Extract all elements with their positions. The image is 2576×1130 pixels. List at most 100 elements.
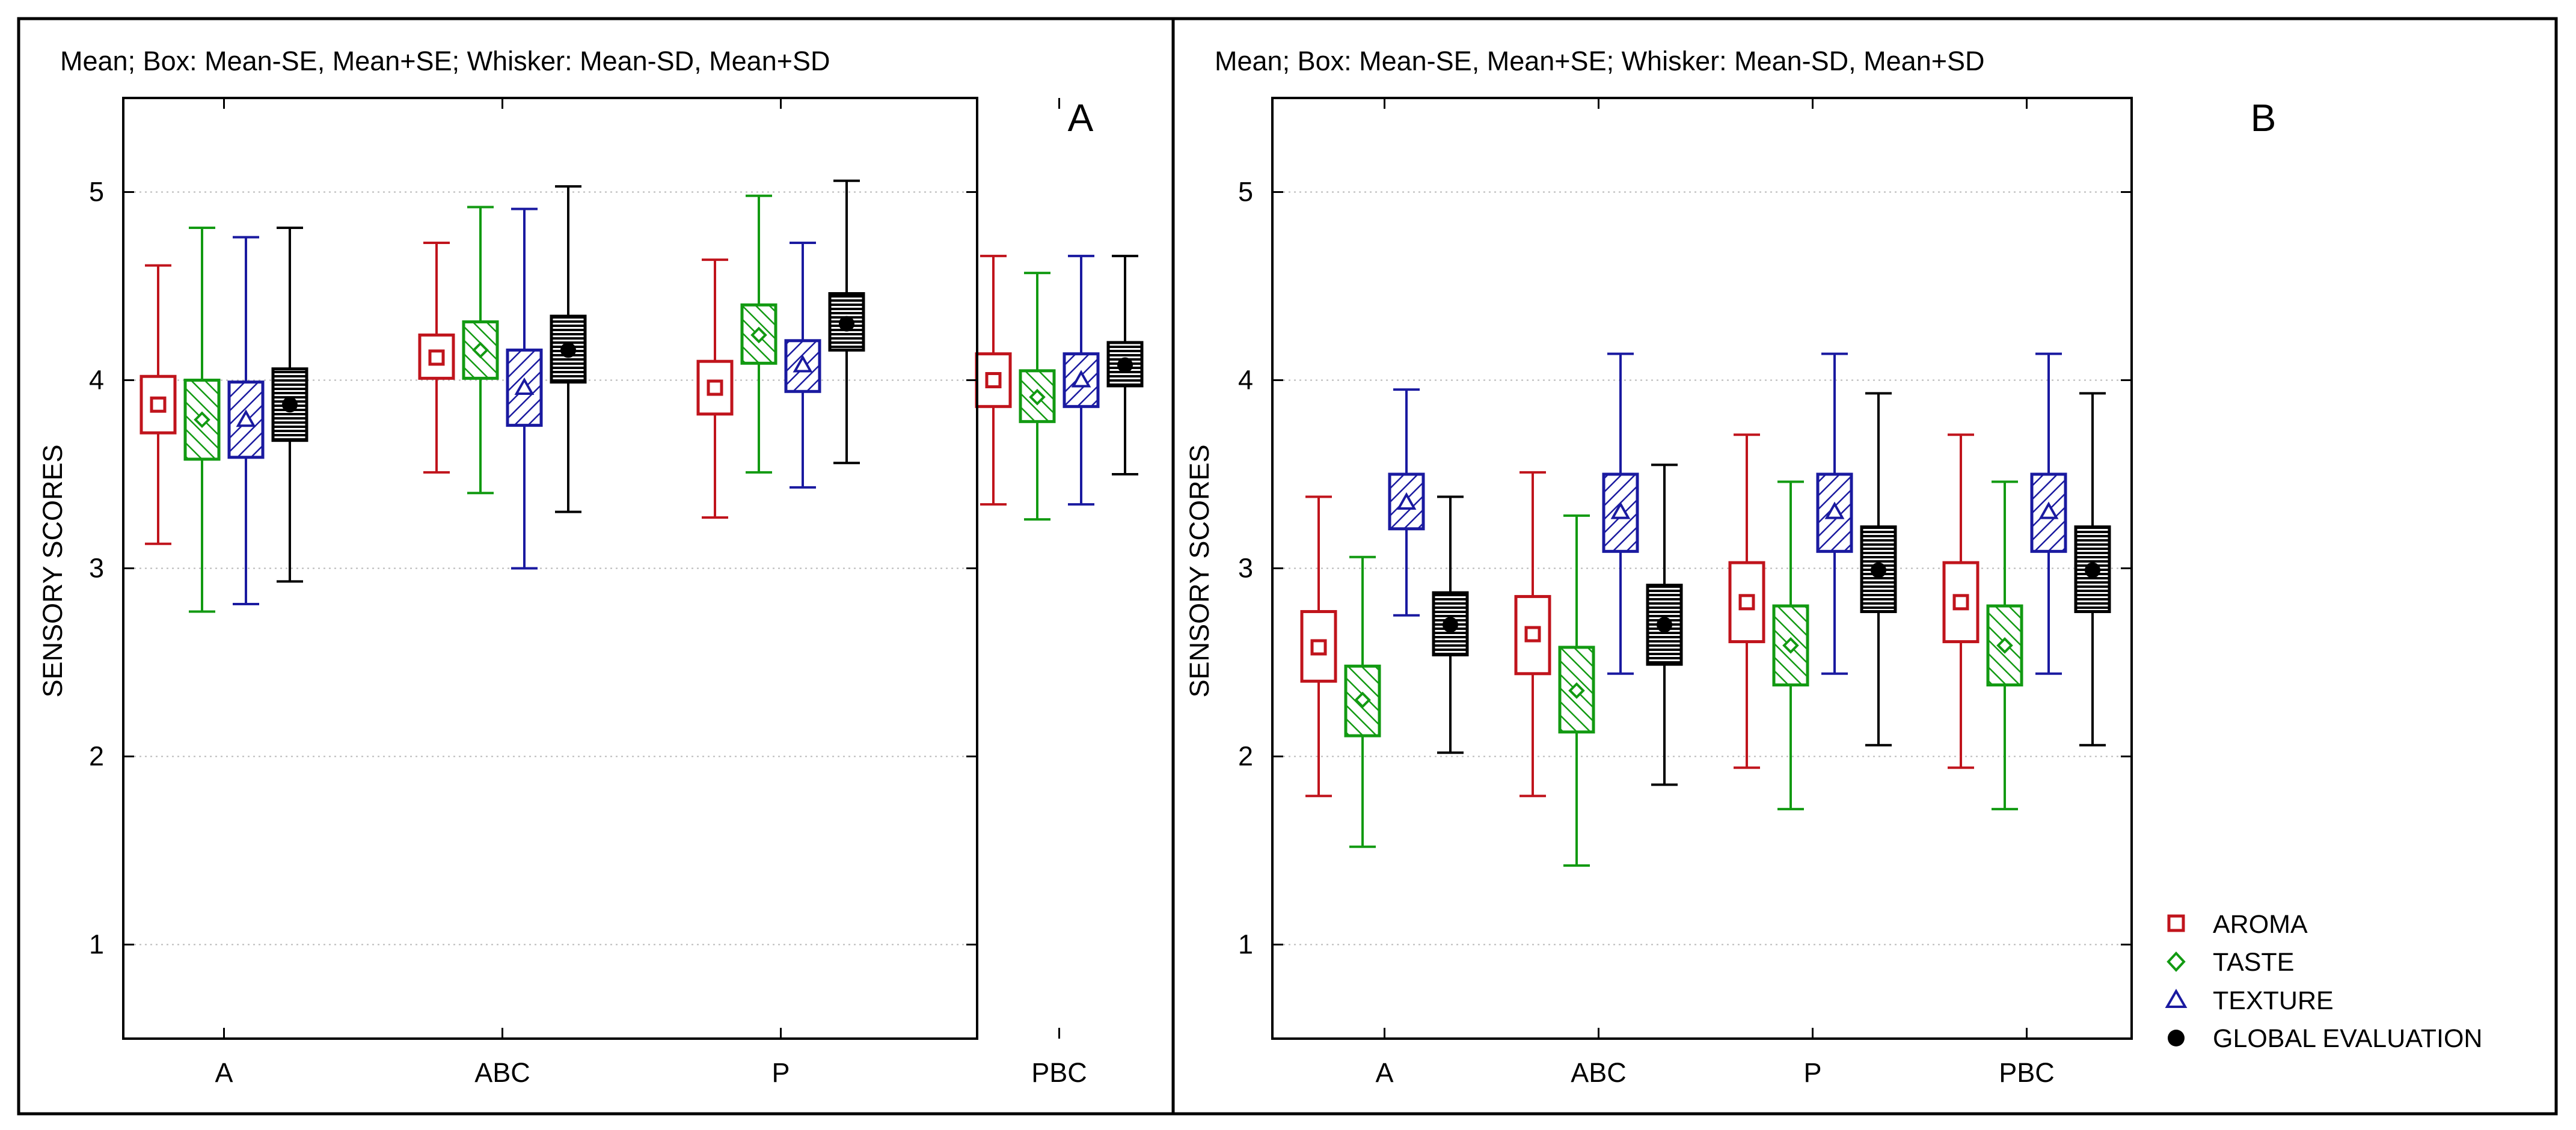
mean-marker	[1443, 617, 1458, 633]
panel-a-box-texture-p	[784, 242, 821, 489]
legend-label-taste: TASTE	[2213, 948, 2294, 977]
panel-a-box-aroma-a	[140, 264, 177, 545]
mean-marker	[1782, 637, 1799, 654]
panel-a-box-aroma-p	[696, 258, 734, 519]
mean-marker	[428, 349, 445, 366]
mean-marker	[839, 316, 854, 332]
panel-b-label: B	[2251, 96, 2277, 139]
mean-marker	[282, 397, 298, 413]
legend-item-taste: TASTE	[2167, 948, 2294, 977]
panel-b-box-taste-pbc	[1986, 480, 2023, 811]
panel-b-y-tick-label: 2	[1238, 741, 1253, 772]
panel-a-x-tick-label: A	[215, 1057, 233, 1088]
panel-b-box-texture-p	[1816, 352, 1853, 675]
panel-a-y-axis-title: SENSORY SCORES	[37, 445, 68, 698]
box	[227, 380, 265, 459]
box	[1300, 609, 1337, 683]
panel-a-x-tick-label: PBC	[1031, 1057, 1087, 1088]
diamond-icon	[2167, 951, 2186, 972]
panel-a-y-tick-label: 2	[89, 741, 104, 772]
panel-a-box-texture-abc	[506, 207, 543, 570]
panel-b-box-aroma-abc	[1514, 471, 1551, 798]
panel-a-box-taste-a	[183, 226, 221, 613]
panel-b-x-tick-label: A	[1375, 1057, 1393, 1088]
mean-marker	[1524, 626, 1541, 643]
legend: AROMA TASTE TEXTURE GLOBAL EVALUATION	[2165, 910, 2482, 1053]
legend-item-aroma: AROMA	[2167, 910, 2308, 939]
panel-a-label: A	[1068, 96, 1094, 139]
square-icon	[2167, 914, 2185, 932]
panel-b: Mean; Box: Mean-SE, Mean+SE; Whisker: Me…	[1184, 46, 2276, 1088]
panel-b-box-taste-p	[1772, 480, 1809, 811]
panel-b-y-tick-label: 4	[1238, 365, 1253, 396]
panel-b-box-global-p	[1860, 392, 1897, 747]
mean-marker	[236, 409, 256, 427]
panel-b-box-texture-pbc	[2030, 352, 2067, 675]
panel-b-y-tick-label: 5	[1238, 177, 1253, 207]
panel-b-box-texture-a	[1388, 388, 1425, 617]
mean-marker	[150, 396, 167, 413]
legend-item-texture: TEXTURE	[2165, 986, 2334, 1015]
panel-a-box-global-abc	[550, 185, 587, 513]
mean-marker	[1310, 639, 1327, 656]
mean-marker	[1871, 562, 1886, 578]
legend-label-texture: TEXTURE	[2213, 986, 2334, 1015]
mean-marker	[472, 341, 489, 359]
mean-marker	[1568, 682, 1585, 699]
panel-a-frame	[17, 17, 1175, 1116]
box	[1602, 472, 1639, 553]
legend-item-global-evaluation: GLOBAL EVALUATION	[2168, 1024, 2482, 1053]
panel-b-y-axis-title: SENSORY SCORES	[1184, 445, 1215, 698]
panel-b-x-tick-label: PBC	[1999, 1057, 2055, 1088]
panel-b-box-texture-abc	[1602, 352, 1639, 675]
mean-marker	[2038, 501, 2059, 519]
mean-marker	[514, 377, 535, 396]
box	[506, 348, 543, 427]
mean-marker	[1952, 594, 1969, 611]
panel-b-box-global-a	[1432, 495, 1469, 754]
panel-a-y-tick-label: 1	[89, 929, 104, 960]
mean-marker	[194, 411, 210, 429]
panel-b-box-global-abc	[1646, 463, 1683, 786]
mean-marker	[793, 355, 813, 373]
panel-b-x-tick-label: P	[1803, 1057, 1821, 1088]
panel-b-box-aroma-p	[1728, 433, 1765, 769]
filled-circle-icon	[2168, 1030, 2185, 1046]
panel-a-box-global-a	[271, 226, 308, 583]
panel-b-plot-frame	[1271, 97, 2133, 1040]
mean-marker	[985, 372, 1002, 388]
panel-a-box-texture-pbc	[1063, 254, 1100, 506]
panel-b-x-tick-label: ABC	[1571, 1057, 1627, 1088]
panel-b-title: Mean; Box: Mean-SE, Mean+SE; Whisker: Me…	[1215, 46, 1985, 76]
mean-marker	[1117, 357, 1133, 373]
mean-marker	[1610, 501, 1631, 519]
mean-marker	[1996, 637, 2013, 654]
mean-marker	[1738, 594, 1755, 611]
panel-a-title: Mean; Box: Mean-SE, Mean+SE; Whisker: Me…	[60, 46, 830, 76]
panel-a-box-global-p	[828, 179, 865, 465]
panel-b-box-global-pbc	[2074, 392, 2111, 747]
mean-marker	[1657, 617, 1672, 633]
mean-marker	[1354, 691, 1371, 709]
panel-a-y-tick-label: 5	[89, 177, 104, 207]
panel-a: Mean; Box: Mean-SE, Mean+SE; Whisker: Me…	[37, 46, 1144, 1088]
panel-a-box-aroma-abc	[418, 242, 455, 474]
triangle-icon	[2165, 988, 2188, 1008]
mean-marker	[2085, 562, 2100, 578]
panel-b-frame	[1171, 17, 2558, 1116]
mean-marker	[1071, 370, 1091, 388]
box	[1514, 594, 1551, 676]
mean-marker	[707, 379, 723, 396]
mean-marker	[1029, 388, 1046, 406]
panel-b-box-aroma-pbc	[1942, 433, 1980, 769]
panel-a-y-tick-label: 3	[89, 553, 104, 584]
panel-a-box-texture-a	[227, 236, 265, 605]
panel-a-box-taste-p	[740, 194, 777, 474]
panel-b-box-taste-abc	[1558, 514, 1595, 867]
panel-b-y-tick-label: 1	[1238, 929, 1253, 960]
legend-label-global-evaluation: GLOBAL EVALUATION	[2213, 1024, 2482, 1053]
panel-b-box-aroma-a	[1300, 495, 1337, 798]
panel-a-box-global-pbc	[1106, 254, 1144, 475]
mean-marker	[1396, 492, 1417, 510]
